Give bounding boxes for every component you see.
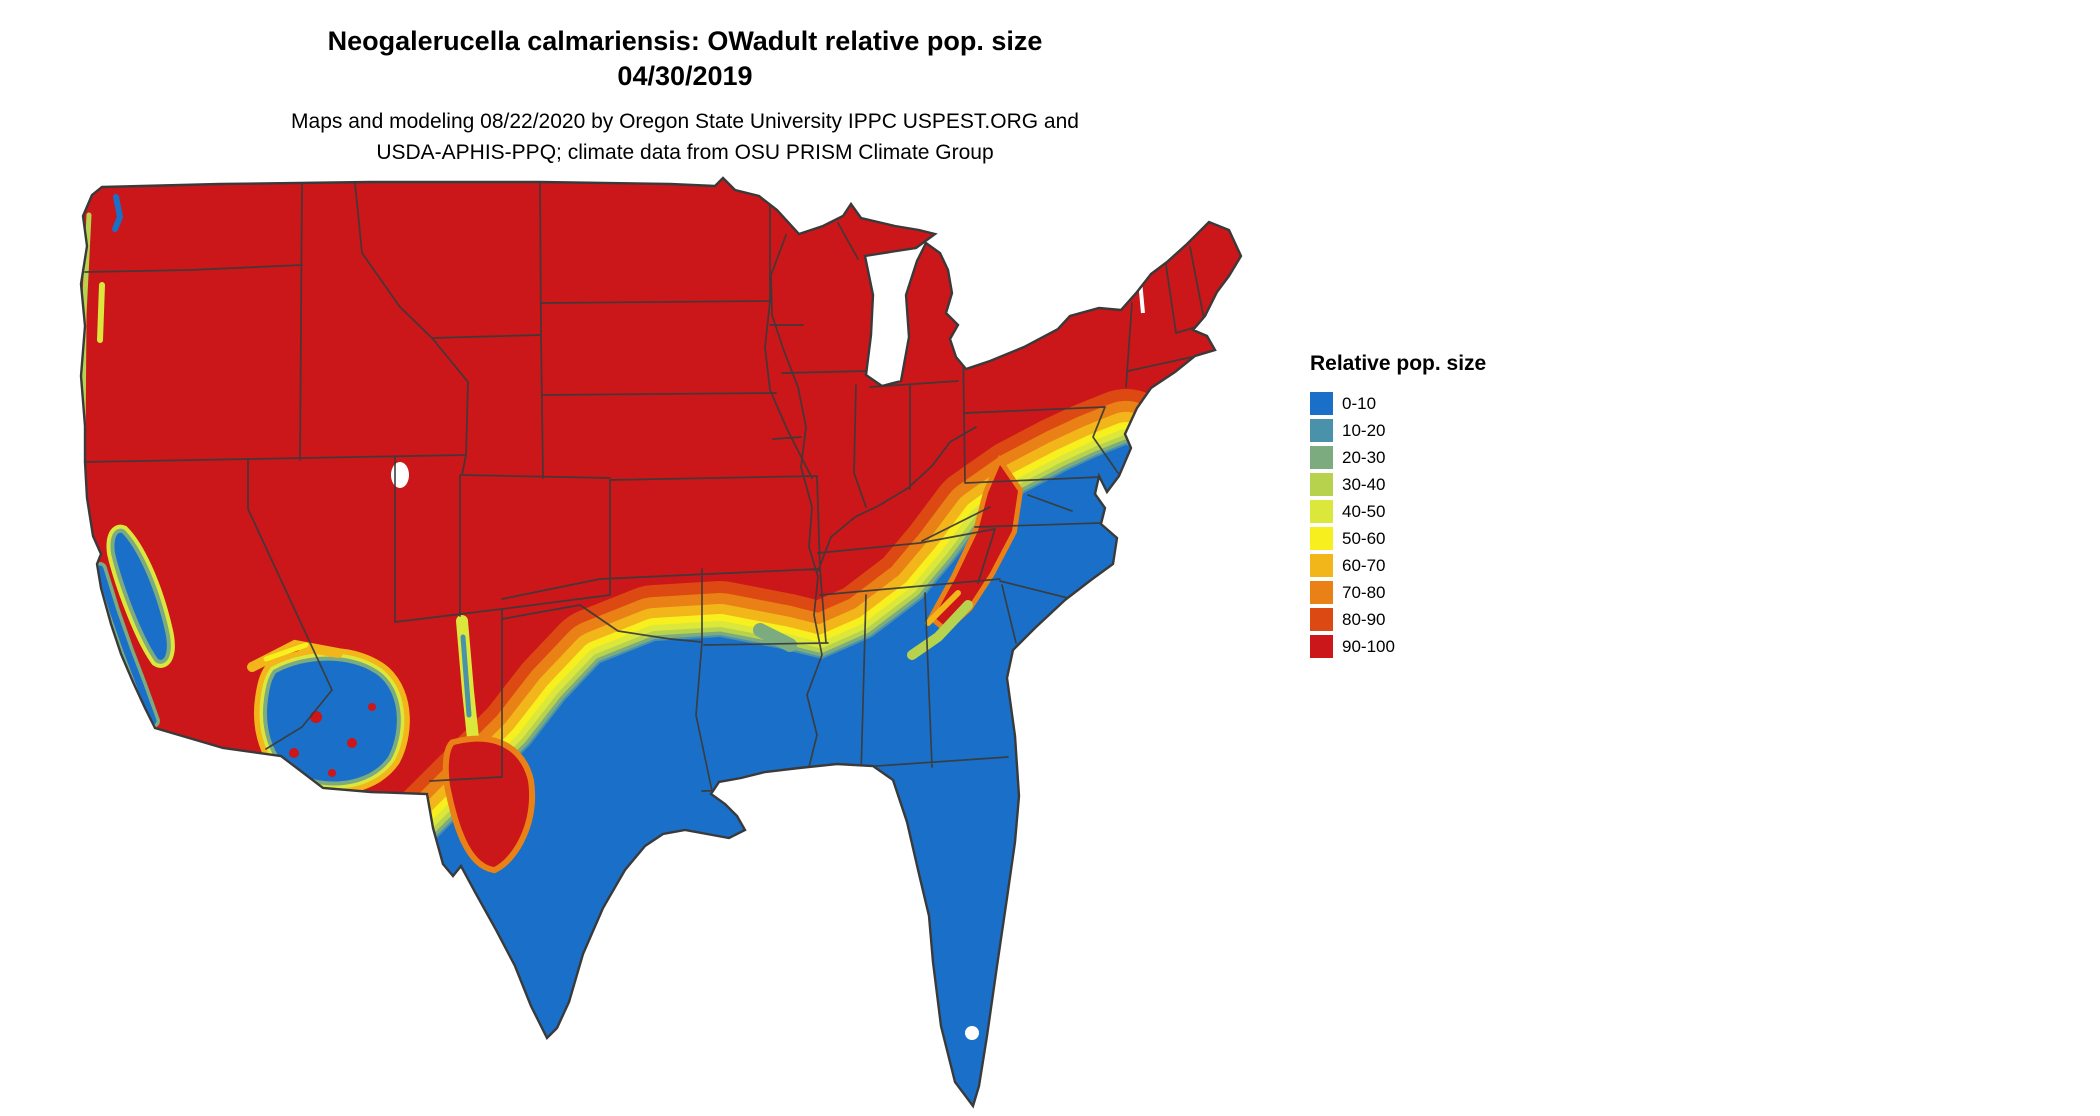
legend-swatch xyxy=(1310,500,1333,523)
legend-item-label: 20-30 xyxy=(1342,447,1386,467)
legend-item-label: 90-100 xyxy=(1342,636,1395,656)
legend-item-label: 50-60 xyxy=(1342,528,1386,548)
legend-item: 80-90 xyxy=(1310,606,1486,633)
legend-item-label: 80-90 xyxy=(1342,609,1386,629)
header: Neogalerucella calmariensis: OWadult rel… xyxy=(0,22,1370,170)
legend-item: 0-10 xyxy=(1310,390,1486,417)
legend-item-label: 60-70 xyxy=(1342,555,1386,575)
legend-item: 10-20 xyxy=(1310,417,1486,444)
lake-okeechobee xyxy=(965,1026,979,1040)
legend-item: 20-30 xyxy=(1310,444,1486,471)
legend-item-label: 30-40 xyxy=(1342,474,1386,494)
legend-item: 30-40 xyxy=(1310,471,1486,498)
legend-item: 60-70 xyxy=(1310,552,1486,579)
legend-swatch xyxy=(1310,419,1333,442)
legend-title: Relative pop. size xyxy=(1310,352,1487,375)
mogollon-rim xyxy=(247,639,343,672)
legend-swatch xyxy=(1310,554,1333,577)
arizona-basin xyxy=(247,639,397,781)
arizona-mountain-spots xyxy=(289,703,376,777)
legend-item: 50-60 xyxy=(1310,525,1486,552)
map-subtitle-line2: USDA-APHIS-PPQ; climate data from OSU PR… xyxy=(376,141,994,164)
legend-item-label: 40-50 xyxy=(1342,501,1386,521)
legend-swatch xyxy=(1310,473,1333,496)
legend-item-label: 10-20 xyxy=(1342,420,1386,440)
legend-item: 70-80 xyxy=(1310,579,1486,606)
legend-item-label: 0-10 xyxy=(1342,393,1377,413)
map-fill-layers xyxy=(81,178,1241,1106)
legend-swatch xyxy=(1310,635,1333,658)
map-title-line1: Neogalerucella calmariensis: OWadult rel… xyxy=(327,26,1043,56)
map-title-line2: 04/30/2019 xyxy=(617,61,753,91)
map-container xyxy=(70,175,1300,1115)
legend-swatch xyxy=(1310,527,1333,550)
rio-grande-valley xyxy=(456,615,481,763)
us-population-map xyxy=(79,176,1243,1108)
great-salt-lake xyxy=(391,462,409,488)
appalachian-ridge xyxy=(753,465,1018,660)
legend-swatch xyxy=(1310,446,1333,469)
legend-swatch xyxy=(1310,392,1333,415)
legend-item-label: 70-80 xyxy=(1342,582,1386,602)
map-subtitle: Maps and modeling 08/22/2020 by Oregon S… xyxy=(0,108,1370,166)
legend-swatch xyxy=(1310,608,1333,631)
legend-item: 40-50 xyxy=(1310,498,1486,525)
legend: Relative pop. size 0-10 10-20 20-30 30-4… xyxy=(1310,352,1486,660)
map-subtitle-line1: Maps and modeling 08/22/2020 by Oregon S… xyxy=(291,110,1079,133)
legend-swatch xyxy=(1310,581,1333,604)
legend-items: 0-10 10-20 20-30 30-40 40-50 50-60 xyxy=(1310,390,1486,660)
legend-item: 90-100 xyxy=(1310,633,1486,660)
